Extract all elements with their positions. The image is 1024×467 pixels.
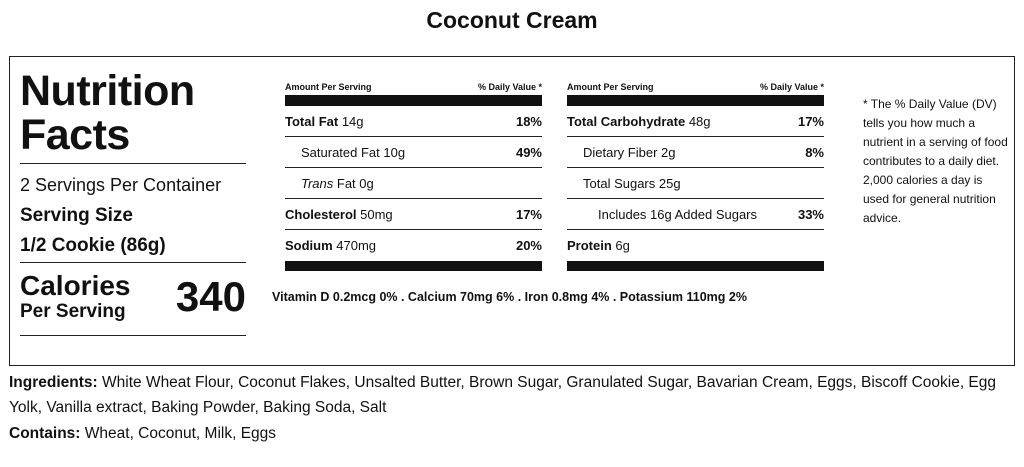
nutrient-amount: 470mg (332, 238, 377, 253)
thick-bar (567, 261, 824, 271)
nutrient-name: Total Carbohydrate (567, 113, 686, 129)
nutrition-facts-heading: Nutrition Facts (20, 69, 246, 157)
nutrient-name: Sodium (285, 238, 333, 253)
calories-value: 340 (175, 273, 246, 320)
nutrient-row-protein: Protein 6g (567, 230, 824, 261)
nutrient-amount: 50mg (356, 206, 393, 222)
ingredients-statement: Ingredients: White Wheat Flour, Coconut … (9, 370, 1014, 420)
nutrient-row-saturated-fat: Saturated Fat 10g 49% (285, 137, 542, 168)
serving-size-label: Serving Size (20, 205, 133, 226)
nutrient-row-added-sugars: Includes 16g Added Sugars 33% (567, 199, 824, 230)
nutrient-percent: 17% (515, 206, 542, 222)
calories-row: Calories Per Serving 340 (20, 263, 246, 327)
contains-text: Wheat, Coconut, Milk, Eggs (80, 425, 277, 442)
heading-line-2: Facts (20, 111, 130, 159)
daily-value-header: % Daily Value * (759, 82, 824, 92)
divider (20, 262, 246, 263)
nutrient-row-cholesterol: Cholesterol 50mg 17% (285, 199, 542, 230)
nutrition-facts-column: Nutrition Facts 2 Servings Per Container… (20, 69, 246, 336)
amount-per-serving-header: Amount Per Serving (285, 82, 372, 92)
vitamins-minerals-line: Vitamin D 0.2mcg 0% . Calcium 70mg 6% . … (272, 290, 747, 304)
nutrient-percent: 33% (797, 206, 824, 222)
divider (20, 335, 246, 336)
nutrient-percent: 8% (805, 144, 824, 160)
nutrient-table-right: Amount Per Serving % Daily Value * Total… (567, 81, 824, 271)
nutrient-name-italic: Trans (301, 175, 334, 191)
nutrient-row-total-sugars: Total Sugars 25g (567, 168, 824, 199)
product-title: Coconut Cream (426, 7, 598, 33)
amount-per-serving-header: Amount Per Serving (567, 82, 654, 92)
contains-label: Contains: (9, 425, 81, 442)
nutrient-name: Dietary Fiber 2g (583, 144, 676, 160)
nutrient-table-left: Amount Per Serving % Daily Value * Total… (285, 81, 542, 271)
nutrient-name: Saturated Fat 10g (301, 144, 406, 160)
nutrient-percent: 18% (515, 113, 542, 129)
daily-value-header: % Daily Value * (477, 82, 542, 92)
nutrient-name: Total Fat (285, 113, 339, 129)
nutrient-percent: 20% (515, 238, 542, 253)
calories-label: Calories (20, 270, 131, 301)
thick-bar (285, 261, 542, 271)
ingredients-text: White Wheat Flour, Coconut Flakes, Unsal… (9, 374, 997, 416)
nutrient-name: Fat 0g (333, 175, 374, 191)
divider (20, 163, 246, 164)
table-header: Amount Per Serving % Daily Value * (567, 81, 824, 95)
ingredients-label: Ingredients: (9, 374, 98, 391)
allergen-statement: Contains: Wheat, Coconut, Milk, Eggs (9, 422, 276, 446)
nutrient-row-trans-fat: Trans Fat 0g (285, 168, 542, 199)
nutrient-name: Includes 16g Added Sugars (598, 206, 758, 222)
daily-value-footnote: * The % Daily Value (DV) tells you how m… (863, 97, 1008, 225)
nutrient-amount: 48g (685, 113, 711, 129)
nutrient-percent: 49% (515, 144, 542, 160)
nutrient-amount: 14g (338, 113, 364, 129)
nutrient-percent: 17% (797, 113, 824, 129)
calories-sub-label: Per Serving (20, 301, 126, 322)
table-header: Amount Per Serving % Daily Value * (285, 81, 542, 95)
nutrient-row-dietary-fiber: Dietary Fiber 2g 8% (567, 137, 824, 168)
servings-per-container: 2 Servings Per Container (20, 175, 222, 195)
nutrition-panel: Nutrition Facts 2 Servings Per Container… (9, 56, 1015, 366)
heading-line-1: Nutrition (20, 67, 195, 115)
nutrient-row-total-carbohydrate: Total Carbohydrate 48g 17% (567, 106, 824, 137)
serving-size-value: 1/2 Cookie (86g) (20, 235, 166, 256)
nutrient-row-total-fat: Total Fat 14g 18% (285, 106, 542, 137)
nutrient-name: Protein (567, 238, 612, 253)
nutrient-name: Cholesterol (285, 206, 357, 222)
nutrient-row-sodium: Sodium 470mg 20% (285, 230, 542, 261)
thick-bar (567, 95, 824, 106)
nutrient-amount: 6g (611, 238, 630, 253)
nutrient-name: Total Sugars 25g (583, 175, 681, 191)
thick-bar (285, 95, 542, 106)
